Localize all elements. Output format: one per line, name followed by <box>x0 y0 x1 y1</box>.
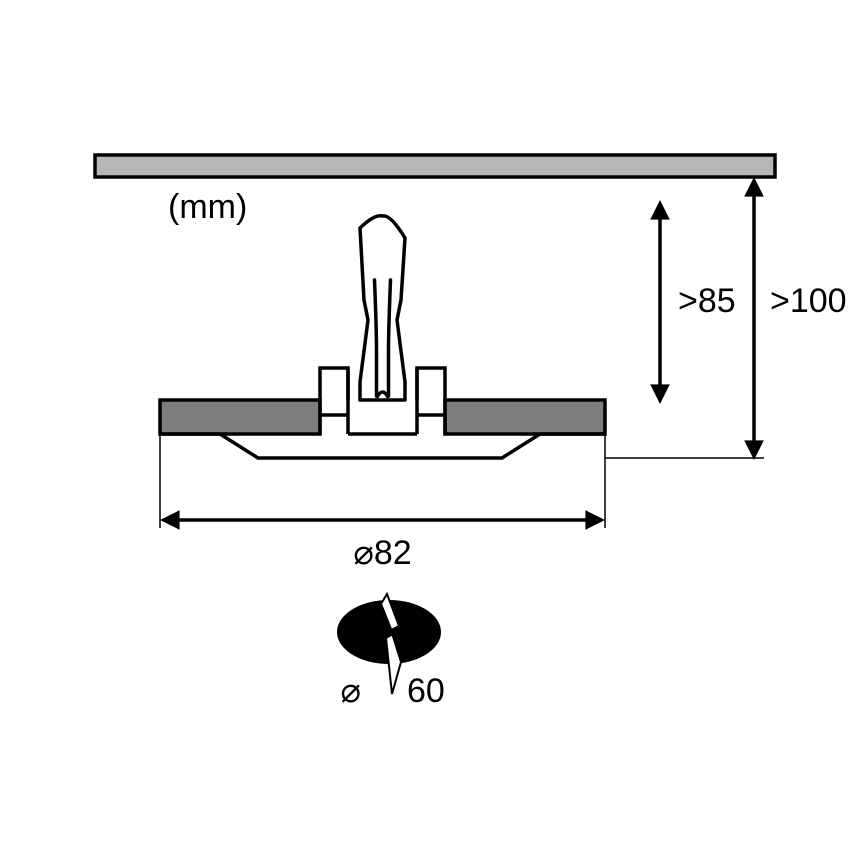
units-label: (mm) <box>168 188 247 226</box>
dim-label-cutout-val: 60 <box>407 672 445 710</box>
dim-label-85: >85 <box>678 282 736 320</box>
ceiling-panel-right <box>445 400 605 434</box>
bezel-outline <box>160 434 605 458</box>
spring-clip <box>360 216 405 400</box>
ceiling-panel-left <box>160 400 320 434</box>
dim-label-dia82: ⌀82 <box>353 534 411 572</box>
body-left-outline <box>320 368 348 434</box>
dim-label-100: >100 <box>770 282 847 320</box>
body-right-outline <box>417 368 445 400</box>
ceiling-bar <box>95 155 775 177</box>
dim-label-cutout-sym: ⌀ <box>341 672 361 710</box>
